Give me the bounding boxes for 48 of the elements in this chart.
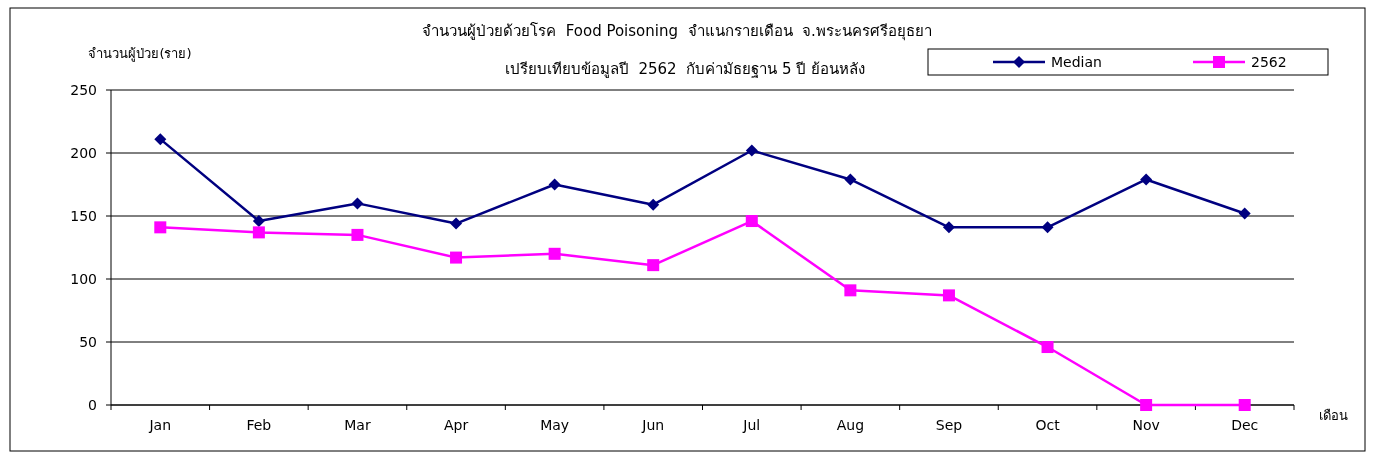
legend-label: 2562 xyxy=(1251,54,1287,70)
point xyxy=(942,221,955,234)
y-tick-label: 100 xyxy=(70,271,97,287)
point xyxy=(154,133,167,146)
point xyxy=(154,221,167,234)
x-tick-label: May xyxy=(540,417,570,433)
point xyxy=(942,289,955,302)
point xyxy=(844,284,857,297)
x-tick-label: Sep xyxy=(935,417,963,433)
x-tick-label: Nov xyxy=(1132,417,1160,433)
x-tick-label: Mar xyxy=(344,417,371,433)
legend-label: Median xyxy=(1051,54,1102,70)
x-axis-title: เดือน xyxy=(1318,408,1348,423)
point xyxy=(548,178,561,191)
point xyxy=(1238,207,1251,220)
point xyxy=(351,197,364,210)
chart-subtitle: เปรียบเทียบข้อมูลปี 2562 กับค่ามัธยฐาน 5 ปี ย้อนหลัง xyxy=(504,60,866,78)
point xyxy=(252,226,265,239)
x-tick-label: Apr xyxy=(443,417,469,433)
point xyxy=(745,215,758,228)
y-tick-label: 200 xyxy=(70,145,97,161)
x-tick-label: Jun xyxy=(641,417,665,433)
x-tick-label: Jul xyxy=(742,417,761,433)
x-tick-label: Jan xyxy=(148,417,172,433)
point xyxy=(844,173,857,186)
point xyxy=(450,251,463,264)
point xyxy=(351,228,364,241)
point xyxy=(1041,341,1054,354)
x-tick-label: Oct xyxy=(1035,417,1061,433)
point xyxy=(1041,221,1054,234)
point xyxy=(647,259,660,272)
chart-title: จำนวนผู้ป่วยด้วยโรค Food Poisoning จำแนกรายเดือน จ.พระนครศรีอยุธยา xyxy=(422,22,932,41)
point xyxy=(647,198,660,211)
y-tick-label: 250 xyxy=(70,82,97,98)
point xyxy=(1238,399,1251,411)
x-tick-label: Aug xyxy=(836,417,865,433)
point xyxy=(1140,173,1153,186)
y-tick-label: 150 xyxy=(70,208,97,224)
point xyxy=(450,217,463,230)
point xyxy=(1140,399,1153,411)
x-tick-label: Dec xyxy=(1231,417,1259,433)
y-tick-label: 50 xyxy=(79,334,97,350)
y-tick-label: 0 xyxy=(88,397,97,413)
point xyxy=(548,247,561,260)
point xyxy=(252,215,265,228)
y-axis-title: จำนวนผู้ป่วย(ราย) xyxy=(88,46,192,62)
point xyxy=(745,144,758,157)
x-tick-label: Feb xyxy=(246,417,272,433)
